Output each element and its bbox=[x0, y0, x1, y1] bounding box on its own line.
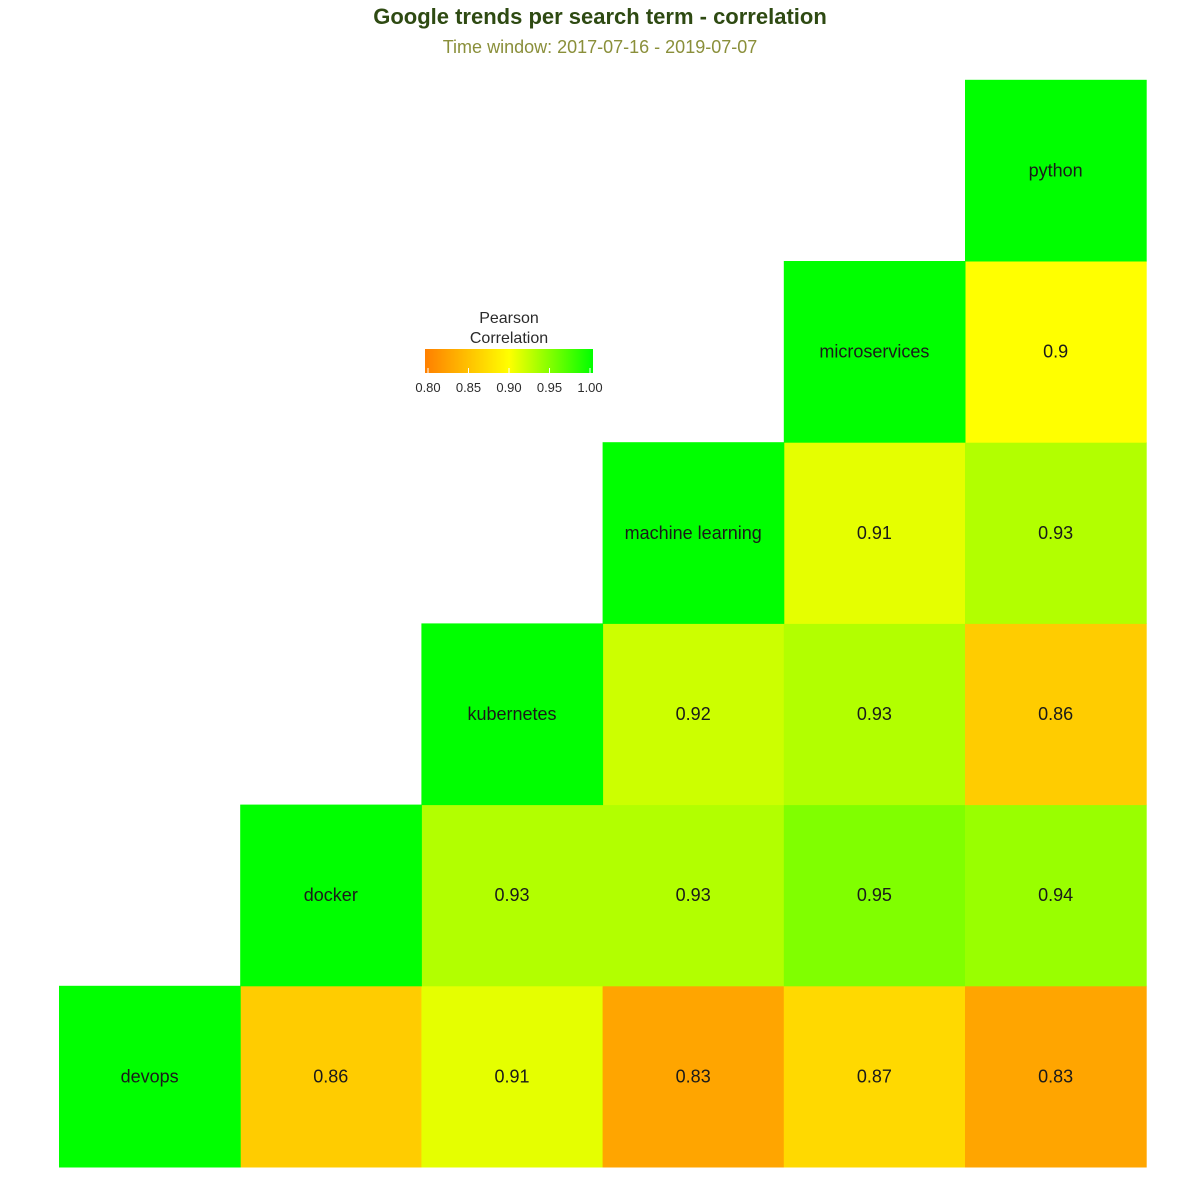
heatmap-cell-docker-microservices bbox=[783, 804, 966, 987]
variable-label-microservices: microservices bbox=[819, 342, 929, 362]
heatmap-cell-docker-python bbox=[965, 804, 1147, 987]
diagonal-cell-docker bbox=[240, 804, 422, 987]
heatmap-cell-devops-python bbox=[965, 985, 1147, 1168]
heatmap-cell-devops-machine-learning bbox=[602, 985, 785, 1168]
cell-value-label: 0.92 bbox=[676, 704, 711, 724]
heatmap-cell-devops-docker bbox=[240, 985, 422, 1168]
cell-value-label: 0.9 bbox=[1043, 342, 1068, 362]
legend-title-line2: Correlation bbox=[470, 330, 548, 347]
cell-value-label: 0.86 bbox=[313, 1066, 348, 1086]
legend-tick-label: 0.95 bbox=[537, 380, 562, 395]
cell-value-label: 0.93 bbox=[1038, 523, 1073, 543]
variable-label-python: python bbox=[1029, 160, 1083, 180]
cell-value-label: 0.91 bbox=[857, 523, 892, 543]
heatmap-cell-docker-kubernetes bbox=[421, 804, 604, 987]
diagonal-cell-microservices bbox=[783, 261, 966, 443]
legend-tick-label: 0.85 bbox=[456, 380, 481, 395]
cell-value-label: 0.95 bbox=[857, 885, 892, 905]
diagonal-cell-machine-learning bbox=[602, 442, 785, 624]
heatmap-cells: 0.86 0.91 0.83 0.87 0.83 0.93 0.93 0.95 0.94 0.92… bbox=[59, 79, 1147, 1168]
heatmap-cell-docker-machine-learning bbox=[602, 804, 785, 987]
color-legend: Pearson Correlation 0.80 0.85 0.90 0.95 1.00 bbox=[415, 310, 602, 395]
cell-value-label: 0.93 bbox=[676, 885, 711, 905]
diagonal-cell-devops bbox=[59, 985, 241, 1168]
variable-label-devops: devops bbox=[121, 1066, 179, 1086]
heatmap-cell-kubernetes-machine-learning bbox=[602, 623, 785, 806]
legend-tick-label: 0.80 bbox=[415, 380, 440, 395]
legend-tick-label: 1.00 bbox=[577, 380, 602, 395]
heatmap-cell-devops-microservices bbox=[783, 985, 966, 1168]
heatmap-cell-devops-kubernetes bbox=[421, 985, 604, 1168]
heatmap-cell-machine-learning-python bbox=[965, 442, 1147, 624]
heatmap-cell-machine-learning-microservices bbox=[783, 442, 966, 624]
variable-label-machine-learning: machine learning bbox=[625, 523, 762, 543]
variable-label-docker: docker bbox=[304, 885, 358, 905]
diagonal-cell-python bbox=[965, 79, 1147, 262]
cell-value-label: 0.87 bbox=[857, 1066, 892, 1086]
legend-title-line1: Pearson bbox=[479, 310, 539, 327]
cell-value-label: 0.83 bbox=[676, 1066, 711, 1086]
cell-value-label: 0.83 bbox=[1038, 1066, 1073, 1086]
cell-value-label: 0.86 bbox=[1038, 704, 1073, 724]
cell-value-label: 0.94 bbox=[1038, 885, 1073, 905]
chart-subtitle: Time window: 2017-07-16 - 2019-07-07 bbox=[442, 37, 758, 57]
heatmap-cell-kubernetes-python bbox=[965, 623, 1147, 806]
cell-value-label: 0.93 bbox=[494, 885, 529, 905]
diagonal-cell-kubernetes bbox=[421, 623, 604, 806]
legend-tick-label: 0.90 bbox=[496, 380, 521, 395]
legend-ticks: 0.80 0.85 0.90 0.95 1.00 bbox=[415, 368, 603, 395]
cell-value-label: 0.93 bbox=[857, 704, 892, 724]
chart-title: Google trends per search term - correlat… bbox=[373, 4, 827, 29]
heatmap-cell-kubernetes-microservices bbox=[783, 623, 966, 806]
heatmap-cell-microservices-python bbox=[965, 261, 1147, 443]
cell-value-label: 0.91 bbox=[494, 1066, 529, 1086]
variable-label-kubernetes: kubernetes bbox=[467, 704, 556, 724]
